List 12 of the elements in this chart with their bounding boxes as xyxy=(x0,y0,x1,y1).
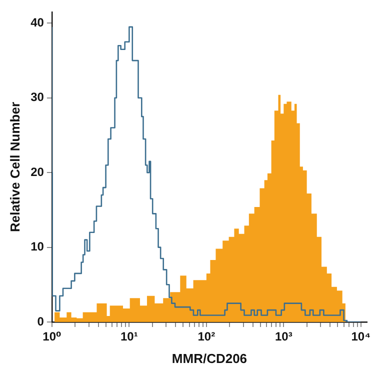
y-axis-title: Relative Cell Number xyxy=(7,102,22,232)
y-tick-label: 20 xyxy=(30,164,44,179)
x-tick-label: 10¹ xyxy=(120,330,138,344)
x-axis-title: MMR/CD206 xyxy=(172,350,248,366)
y-tick-label: 0 xyxy=(37,314,44,328)
x-tick-label: 10² xyxy=(198,330,216,344)
y-tick-label: 30 xyxy=(30,90,44,104)
x-tick-label: 10⁴ xyxy=(351,330,371,344)
y-tick-label: 10 xyxy=(30,240,44,254)
y-tick-label: 40 xyxy=(30,16,44,30)
x-tick-label: 10⁰ xyxy=(42,330,62,344)
x-tick-label: 10³ xyxy=(274,330,292,344)
